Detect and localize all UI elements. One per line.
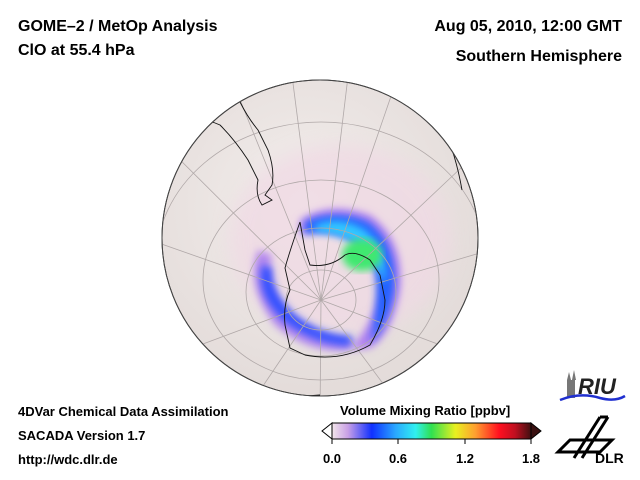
colorbar [321, 421, 542, 444]
clo-field [254, 208, 401, 351]
hemisphere: Southern Hemisphere [455, 48, 622, 65]
colorbar-title: Volume Mixing Ratio [ppbv] [340, 403, 511, 418]
colorbar-tick-label: 1.2 [455, 451, 475, 466]
footer-version: SACADA Version 1.7 [18, 428, 146, 443]
colorbar-tick-label: 0.0 [322, 451, 342, 466]
colorbar-tick-label: 1.8 [521, 451, 541, 466]
riu-logo: RIU [559, 370, 626, 402]
dlr-logo: DLR [554, 415, 624, 466]
date-time: Aug 05, 2010, 12:00 GMT [434, 18, 622, 35]
species-level: ClO at 55.4 hPa [18, 42, 135, 59]
svg-text:DLR: DLR [595, 450, 624, 466]
footer-url[interactable]: http://wdc.dlr.de [18, 452, 118, 467]
svg-text:RIU: RIU [578, 374, 617, 399]
product-title: GOME–2 / MetOp Analysis [18, 18, 218, 35]
graticule [162, 80, 478, 396]
colorbar-over-arrow [530, 421, 542, 441]
colorbar-gradient [331, 422, 532, 440]
footer-method: 4DVar Chemical Data Assimilation [18, 404, 229, 419]
colorbar-tick-label: 0.6 [388, 451, 408, 466]
clo-haze [230, 145, 450, 335]
colorbar-ticks [331, 439, 532, 444]
colorbar-under-arrow [321, 421, 333, 441]
